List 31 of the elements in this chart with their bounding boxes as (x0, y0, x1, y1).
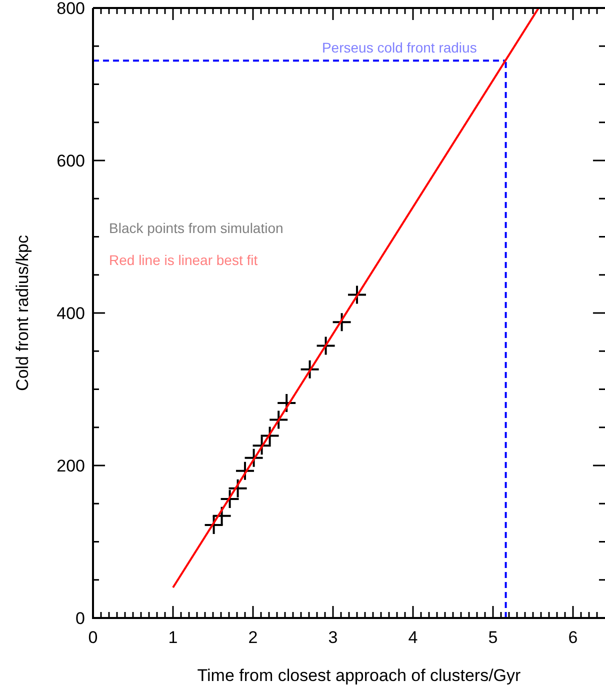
point (220, 489, 240, 510)
annotation: Red line is linear best fit (109, 252, 258, 268)
point (268, 410, 289, 430)
point (244, 448, 264, 468)
point (228, 478, 248, 498)
y-tick-label: 800 (56, 0, 85, 18)
point (252, 436, 272, 456)
y-tick-label: 400 (56, 304, 85, 323)
point (316, 336, 336, 356)
x-tick-label: 1 (168, 628, 178, 647)
ref-line-label: Perseus cold front radius (322, 40, 477, 56)
y-tick-label: 0 (76, 609, 85, 628)
point (235, 460, 255, 481)
y-axis-title: Cold front radius/kpc (13, 234, 32, 391)
y-tick-label: 600 (56, 152, 85, 170)
point (276, 392, 297, 413)
x-axis-title: Time from closest approach of clusters/Gyr (197, 666, 522, 685)
point (347, 284, 367, 305)
x-tick-label: 3 (328, 628, 338, 647)
point (204, 514, 224, 535)
x-tick-label: 2 (248, 628, 258, 647)
annotation: Black points from simulation (109, 220, 284, 236)
x-tick-label: 4 (408, 628, 418, 647)
point (300, 359, 320, 380)
point (212, 506, 232, 526)
x-tick-label: 6 (568, 628, 578, 647)
point (260, 426, 280, 446)
x-tick-label: 5 (488, 628, 498, 647)
point (332, 312, 352, 332)
x-tick-label: 0 (88, 628, 98, 647)
y-tick-label: 200 (56, 456, 85, 476)
